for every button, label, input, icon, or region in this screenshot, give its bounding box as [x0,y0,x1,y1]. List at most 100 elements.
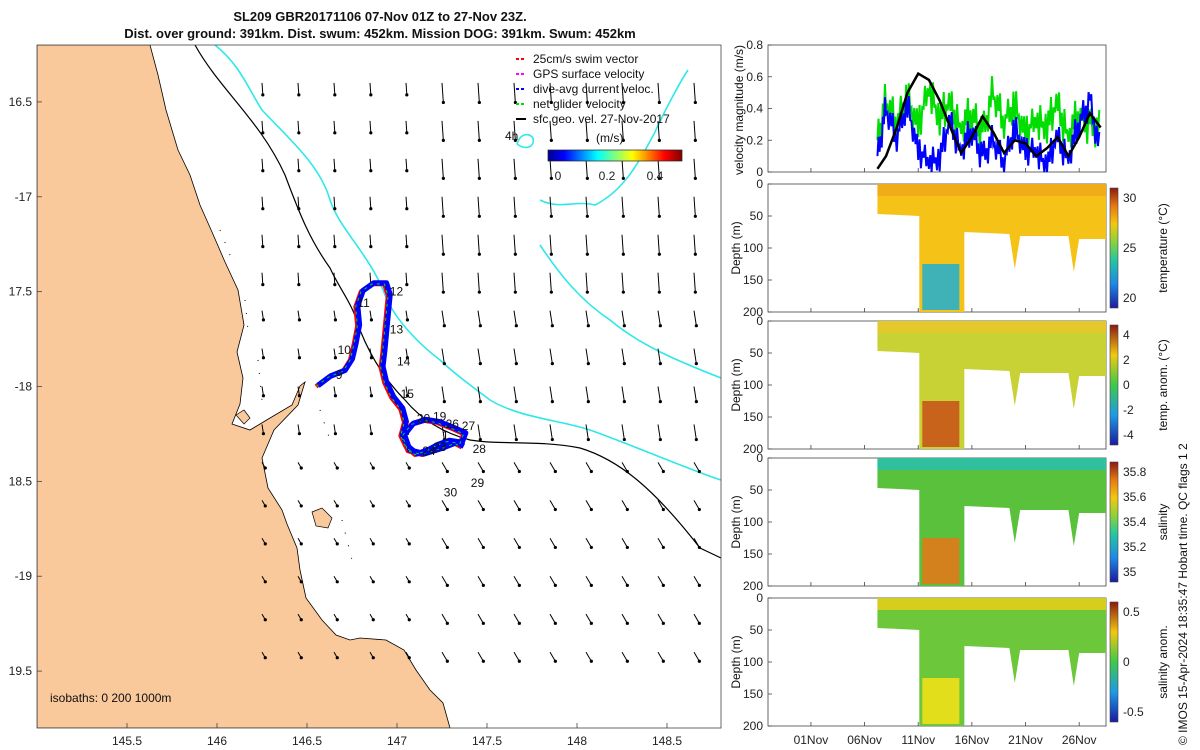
vector-arrow [405,196,408,209]
velocity-y-axis: 0 0.2 0.4 0.6 0.8 [746,38,772,179]
depth-tick-temperature-0: 0 [756,177,763,191]
cbar-tick-salinity-2: 35.4 [1123,515,1147,529]
vector-arrow [549,120,552,141]
vector-arrowhead [585,214,589,218]
vector-arrowhead [369,207,373,211]
vector-arrow [513,613,520,624]
vector-arrowhead [661,621,665,625]
vector-arrow [441,575,448,586]
vector-arrow [513,348,517,364]
vector-arrowhead [441,138,445,143]
vector-arrow [585,424,589,440]
vector-arrowhead [513,290,517,294]
vector-arrowhead [621,214,625,218]
vector-arrow [621,310,625,326]
vector-arrow [693,234,696,255]
depth-tick-salinity-4: 200 [743,579,763,593]
vector-arrowhead [553,659,557,663]
vector-arrowhead [657,252,661,256]
vector-arrowhead [441,290,445,294]
vector-arrowhead [297,245,301,249]
isobaths-note: isobaths: 0 200 1000m [50,691,171,705]
vector-arrowhead [514,399,518,404]
section-surface-temperature [877,184,1106,196]
vector-arrowhead [550,399,554,404]
vector-arrowhead [589,659,593,663]
day-marker-20: 20 [417,412,431,426]
day-marker-28: 28 [473,442,487,456]
vector-arrow [549,386,553,402]
vector-arrow [621,462,628,472]
vector-arrowhead [263,618,267,622]
vector-arrow [405,82,408,95]
vector-arrowhead [297,432,302,436]
vector-arrowhead [261,169,265,173]
vector-arrowhead [589,469,593,474]
vector-arrowhead [407,618,411,622]
vector-arrowhead [441,100,445,105]
vector-arrowhead [553,507,557,512]
vector-arrowhead [478,399,482,404]
time-xtick-4: 21Nov [1008,733,1043,747]
depth-panel-salinity-anom: 0 50 100 150 200 Depth (m) 0.5 0 -0.5 salinity an… [729,591,1170,733]
colorbar-salinity [1109,461,1119,583]
vector-arrowhead [371,504,375,508]
vector-arrow [405,158,408,171]
cbar-tick-salinity-3: 35.2 [1123,540,1147,554]
cbar-tick-temperature-1: 25 [1123,241,1137,255]
vector-arrow [621,234,624,255]
vector-arrow [441,500,448,510]
section-surface-temp-anom [877,321,1106,333]
vector-arrowhead [586,362,590,366]
vector-arrowhead [513,176,517,180]
vector-arrow [621,575,628,586]
vector-arrowhead [405,282,409,287]
time-axis: 01Nov 06Nov 11Nov 16Nov 21Nov 26Nov [794,168,1097,747]
current-vector-field [261,82,701,663]
vector-arrowhead [481,507,485,512]
day-marker-29: 29 [471,476,485,490]
vector-arrowhead [553,469,557,474]
vector-arrowhead [693,290,697,294]
map-xtick-4: 147.5 [472,734,502,748]
depth-tick-temperature-4: 200 [743,305,763,319]
vector-arrowhead [261,356,266,360]
vector-arrow [621,613,628,624]
vector-arrowhead [517,583,521,587]
vector-arrow [693,348,697,364]
vector-arrowhead [625,545,629,550]
glider-track [314,280,469,458]
vector-arrow [621,424,625,440]
vector-arrowhead [657,138,661,143]
map-xtick-1: 146 [207,734,227,748]
vector-arrow [549,310,553,326]
vector-arrow [693,82,696,103]
depth-tick-salinity-anom-2: 100 [743,655,763,669]
day-marker-26: 26 [446,417,460,431]
vector-arrowhead [445,583,449,587]
map-xtick-0: 145.5 [112,734,142,748]
vector-arrow [513,424,517,440]
legend-entry-3: net glider velocity [533,97,626,111]
legend-entry-4: sfc geo. vel. 27-Nov-2017 [533,112,670,126]
vector-arrow [693,158,696,179]
vector-arrowhead [371,542,375,546]
vector-arrow [441,538,448,548]
vector-arrowhead [369,318,374,322]
day-marker-10: 10 [338,343,352,357]
vector-arrow [441,120,444,141]
vector-arrow [333,272,336,285]
colorbar-label: (m/s) [596,131,623,145]
vector-arrow [657,82,660,103]
vector-arrowhead [477,100,481,105]
vector-arrow [585,386,589,402]
depth-tick-temp-anom-2: 100 [743,378,763,392]
depth-tick-salinity-2: 100 [743,515,763,529]
day-marker-23: 23 [433,440,447,454]
vector-arrow [549,196,552,217]
vector-arrowhead [697,469,701,474]
cbar-tick-salinity-anom-1: 0 [1123,655,1130,669]
vector-arrow [549,234,552,255]
vector-arrowhead [261,131,265,135]
vector-arrowhead [658,362,662,366]
